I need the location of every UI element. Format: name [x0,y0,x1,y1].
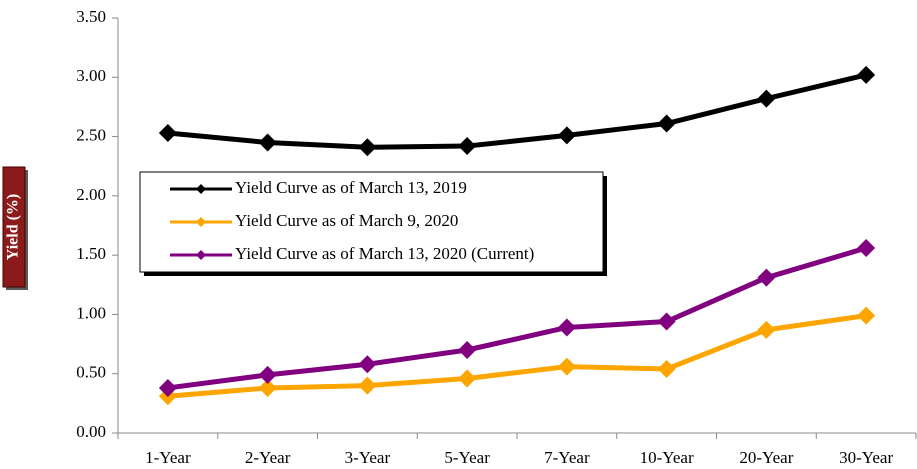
y-tick-label: 3.00 [76,66,106,85]
marker [158,124,177,143]
y-tick-label: 2.50 [76,125,106,144]
marker [358,355,377,374]
x-tick-label: 5-Year [444,448,490,467]
marker [258,133,277,152]
marker [757,268,776,287]
y-axis-label: Yield (%) [5,194,22,261]
marker [657,114,676,133]
y-tick-label: 0.00 [76,422,106,441]
y-tick-label: 1.00 [76,303,106,322]
legend-marker [196,250,206,260]
legend-label: Yield Curve as of March 13, 2020 (Curren… [235,244,534,263]
marker [857,306,876,325]
marker [757,89,776,108]
marker [657,312,676,331]
marker [458,137,477,156]
legend-marker [196,217,206,227]
marker [258,365,277,384]
x-tick-label: 1-Year [145,448,191,467]
y-tick-label: 2.00 [76,185,106,204]
marker [657,359,676,378]
marker [458,341,477,359]
x-tick-label: 10-Year [640,448,694,467]
x-tick-label: 30-Year [839,448,893,467]
marker [557,318,576,337]
x-tick-label: 2-Year [245,448,291,467]
y-tick-label: 3.50 [76,7,106,26]
legend-marker [196,184,206,194]
legend-label: Yield Curve as of March 9, 2020 [235,211,458,230]
marker [458,369,477,388]
marker [358,138,377,157]
marker [757,320,776,339]
marker [557,357,576,376]
series-line [167,72,867,150]
marker [358,376,377,395]
x-tick-label: 7-Year [544,448,590,467]
marker [857,65,876,84]
y-tick-label: 0.50 [76,363,106,382]
marker [857,239,876,258]
series-line [167,313,867,399]
marker [158,378,177,397]
x-tick-label: 3-Year [345,448,391,467]
ylabel-box [2,166,26,288]
x-tick-label: 20-Year [739,448,793,467]
marker [557,126,576,145]
legend-label: Yield Curve as of March 13, 2019 [235,178,467,197]
series-line [167,245,867,391]
y-tick-label: 1.50 [76,244,106,263]
marker [258,378,277,397]
